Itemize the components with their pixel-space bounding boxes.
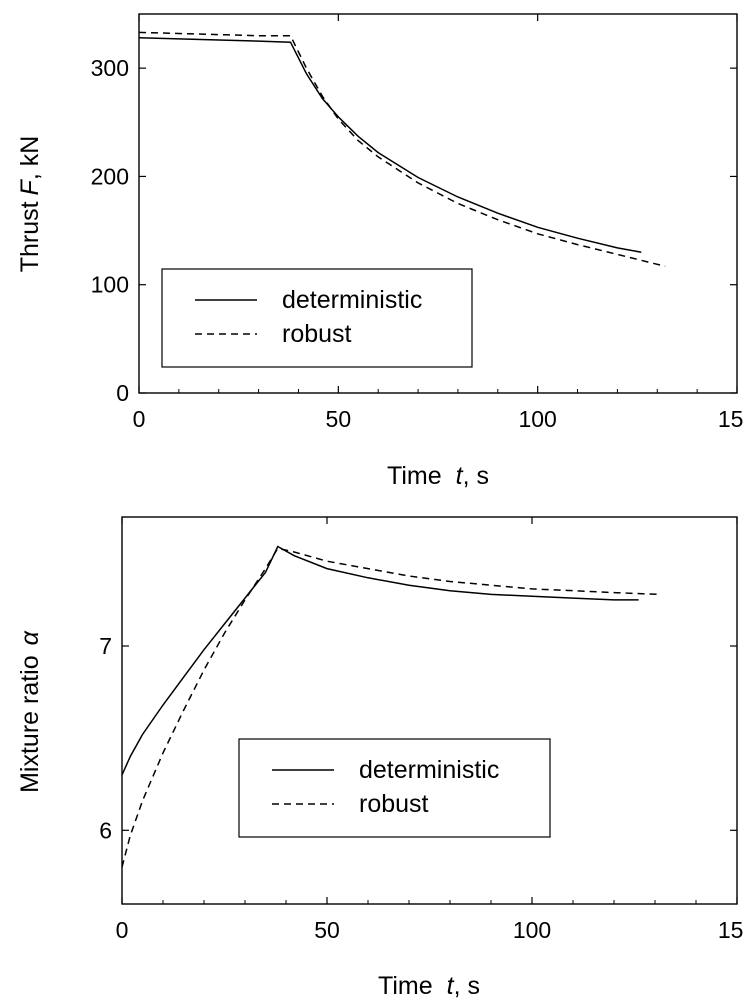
y-tick-label: 0 <box>116 380 129 406</box>
x-axis-label-variable: t <box>447 972 455 1000</box>
x-axis-ticks-thrust: 0 50 100 150 <box>133 14 744 432</box>
y-axis-label-mixture: Mixture ratio α <box>16 630 44 793</box>
legend-label-deterministic: deterministic <box>282 286 422 314</box>
x-axis-label-text: Time <box>378 972 433 1000</box>
legend-label-robust: robust <box>282 320 352 348</box>
plot-frame-thrust <box>138 13 738 394</box>
x-tick-label: 0 <box>116 917 129 943</box>
y-axis-label-variable: F <box>16 178 44 195</box>
plot-frame-mixture <box>121 516 738 905</box>
x-axis-label-unit: , s <box>463 462 489 490</box>
y-axis-label-thrust: Thrust F, kN <box>16 136 44 273</box>
x-tick-label: 0 <box>133 406 146 432</box>
y-axis-label-unit: , kN <box>16 136 44 180</box>
series-line-robust <box>121 547 660 868</box>
x-axis-label-mixture: Time t, s <box>378 972 480 1000</box>
y-tick-label: 200 <box>91 163 129 189</box>
y-tick-label: 300 <box>91 55 129 81</box>
series-line-robust <box>138 31 666 268</box>
series-line-deterministic <box>121 545 639 776</box>
x-tick-label: 100 <box>518 406 556 432</box>
series-group-mixture <box>121 545 660 868</box>
y-axis-ticks-thrust: 0 100 200 300 <box>91 55 737 406</box>
x-axis-ticks-mixture: 0 50 100 150 <box>116 517 744 943</box>
y-tick-label: 6 <box>99 817 112 843</box>
legend-box <box>161 268 473 368</box>
x-axis-label-unit: , s <box>454 972 480 1000</box>
legend-thrust: deterministic robust <box>161 268 473 368</box>
x-axis-label-variable: t <box>456 462 464 490</box>
y-axis-label-text: Thrust <box>16 201 44 272</box>
y-tick-label: 100 <box>91 272 129 298</box>
y-axis-label-variable: α <box>16 630 44 645</box>
y-axis-ticks-mixture: 67 <box>99 633 737 843</box>
x-tick-label: 50 <box>314 917 340 943</box>
x-tick-label: 150 <box>718 917 744 943</box>
y-axis-label-text: Mixture ratio <box>16 655 44 793</box>
series-line-deterministic <box>138 37 642 253</box>
legend-mixture: deterministic robust <box>238 738 551 838</box>
x-axis-label-thrust: Time t, s <box>387 462 489 490</box>
y-tick-label: 7 <box>99 633 112 659</box>
x-axis-label-text: Time <box>387 462 442 490</box>
legend-label-deterministic: deterministic <box>359 756 499 784</box>
thrust-chart: 0 50 100 150 0 100 200 300 deterministic robust… <box>16 13 744 490</box>
legend-box <box>238 738 551 838</box>
series-group-thrust <box>138 31 666 268</box>
x-tick-label: 150 <box>718 406 744 432</box>
x-tick-label: 50 <box>326 406 352 432</box>
legend-label-robust: robust <box>359 790 429 818</box>
x-tick-label: 100 <box>513 917 551 943</box>
